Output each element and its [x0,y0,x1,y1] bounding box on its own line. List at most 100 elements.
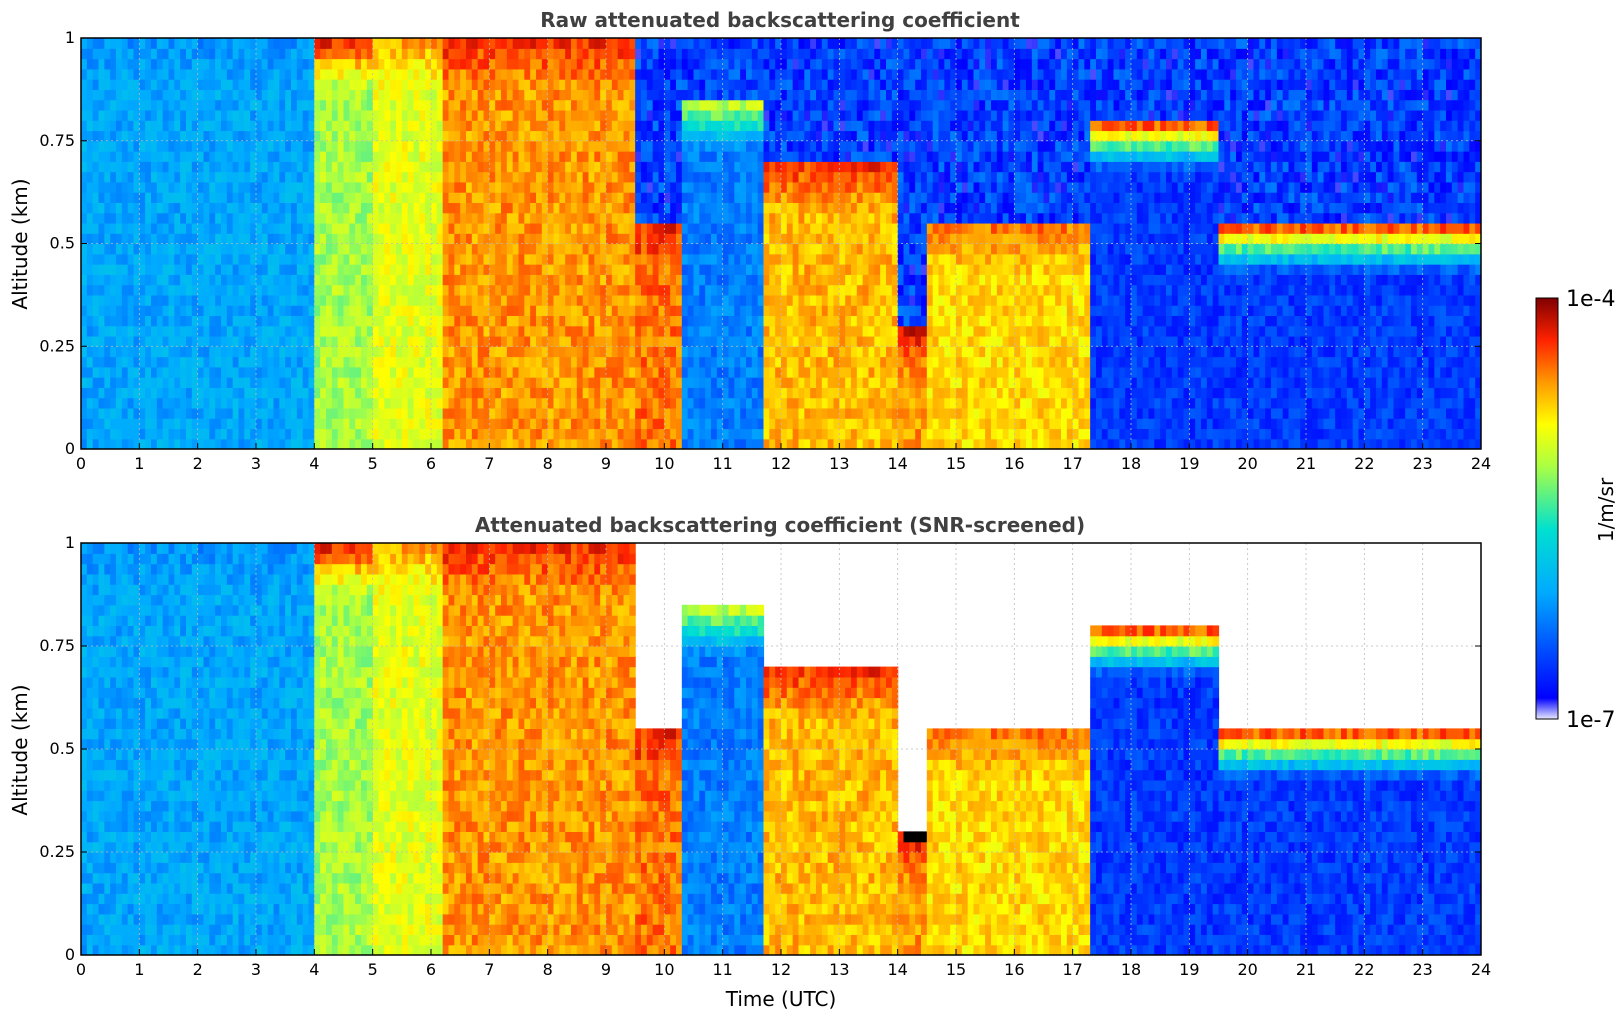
heatmap-cell [127,325,135,337]
heatmap-cell [285,418,292,430]
heatmap-cell [699,120,706,132]
heatmap-cell [641,140,648,152]
heatmap-cell [623,171,630,183]
heatmap-cell [209,305,216,317]
heatmap-cell [226,130,234,142]
heatmap-cell [407,428,415,440]
heatmap-cell [256,418,263,430]
heatmap-cell [396,377,403,388]
heatmap-cell [611,315,619,327]
heatmap-cell [547,181,555,193]
heatmap-cell [413,202,420,214]
heatmap-cell [652,438,660,449]
heatmap-cell [512,356,520,368]
heatmap-cell [501,68,508,80]
heatmap-cell [676,418,683,430]
heatmap-cell [536,377,543,388]
heatmap-cell [337,356,345,368]
heatmap-cell [238,99,245,111]
heatmap-cell [127,181,135,193]
heatmap-cell [442,192,450,204]
heatmap-cell [326,253,333,265]
heatmap-cell [215,222,222,234]
heatmap-cell [349,38,356,49]
heatmap-cell [407,38,415,49]
heatmap-cell [530,428,537,440]
heatmap-cell [757,48,765,60]
heatmap-cell [483,68,490,80]
heatmap-cell [559,130,566,142]
heatmap-cell [734,243,741,255]
heatmap-cell [81,294,88,306]
heatmap-cell [804,366,811,378]
heatmap-cell [221,243,228,255]
heatmap-cell [798,315,805,327]
heatmap-cell [641,161,648,173]
heatmap-cell [512,305,520,317]
heatmap-cell [256,140,263,152]
heatmap-cell [466,233,473,245]
heatmap-cell [740,68,747,80]
heatmap-cell [600,202,607,214]
heatmap-cell [571,264,578,275]
heatmap-cell [401,325,409,337]
heatmap-cell [565,233,572,245]
heatmap-cell [285,356,292,368]
heatmap-cell [326,48,333,60]
heatmap-cell [460,48,467,60]
heatmap-cell [407,294,415,306]
heatmap-cell [145,222,152,234]
heatmap-cell [582,377,590,388]
heatmap-cell [501,253,508,265]
heatmap-cell [308,305,315,317]
heatmap-cell [279,428,286,440]
heatmap-cell [792,120,800,132]
heatmap-cell [775,79,782,90]
heatmap-cell [699,325,706,337]
heatmap-cell [506,274,514,286]
heatmap-cell [495,253,502,265]
heatmap-cell [757,233,765,245]
heatmap-cell [343,212,350,224]
heatmap-cell [86,48,94,60]
heatmap-cell [635,79,642,90]
heatmap-cell [781,68,788,80]
heatmap-cell [331,377,339,388]
heatmap-cell [623,38,630,49]
heatmap-cell [571,171,578,183]
heatmap-cell [104,181,111,193]
heatmap-cell [168,428,175,440]
heatmap-cell [127,294,135,306]
heatmap-cell [361,130,368,142]
heatmap-cell [261,120,269,132]
heatmap-cell [571,79,578,90]
heatmap-cell [448,38,455,49]
heatmap-cell [466,315,473,327]
heatmap-cell [331,438,339,449]
heatmap-cell [162,181,170,193]
heatmap-cell [629,284,636,296]
heatmap-cell [221,212,228,224]
heatmap-cell [390,366,397,378]
heatmap-cell [285,294,292,306]
heatmap-cell [477,418,485,430]
heatmap-cell [541,438,549,449]
heatmap-cell [681,171,689,183]
heatmap-cell [547,284,555,296]
heatmap-cell [588,346,595,358]
heatmap-cell [705,366,712,378]
heatmap-cell [547,397,555,409]
heatmap-cell [781,109,788,121]
heatmap-cell [110,48,117,60]
heatmap-cell [454,243,461,255]
heatmap-cell [436,346,444,358]
heatmap-cell [232,109,240,121]
heatmap-cell [786,202,794,214]
heatmap-cell [606,253,613,265]
heatmap-cell [267,89,275,101]
heatmap-cell [425,109,432,121]
heatmap-cell [635,38,642,49]
heatmap-cell [302,315,310,327]
heatmap-cell [296,140,304,152]
heatmap-cell [530,140,537,152]
